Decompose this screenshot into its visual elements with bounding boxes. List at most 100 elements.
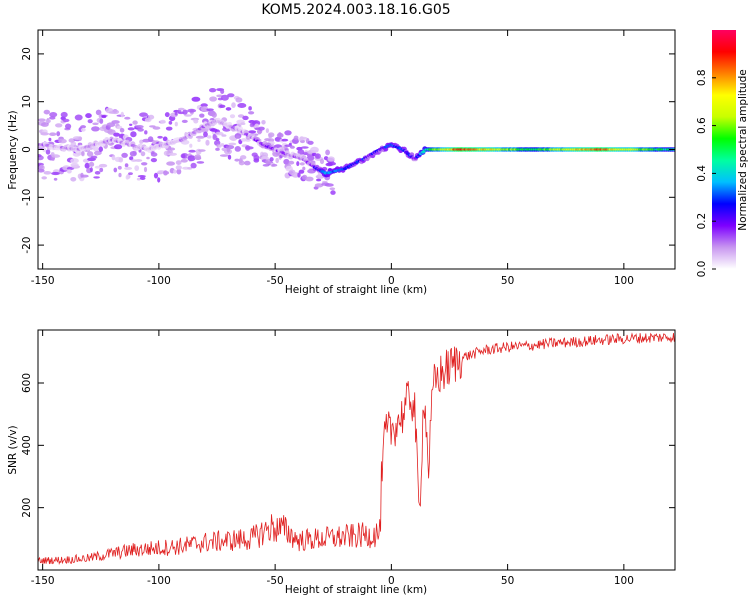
- spectrogram-cell: [182, 109, 188, 115]
- spectrogram-cell: [219, 104, 226, 109]
- spectrogram-cell: [175, 160, 182, 166]
- x-tick-label: 100: [614, 575, 634, 587]
- spectrogram-cell: [244, 160, 251, 166]
- snr-series-line: [38, 332, 675, 566]
- spectrogram-cell: [45, 149, 51, 155]
- spectrogram-cell: [180, 159, 188, 163]
- spectrogram-cell: [235, 135, 240, 139]
- snr-frame: [37, 329, 676, 571]
- spectrogram-cell: [189, 143, 193, 148]
- spectrogram-cell: [94, 151, 99, 156]
- spectrogram-cell: [234, 158, 240, 162]
- spectrogram-cell: [196, 161, 205, 164]
- spectrogram-cell: [215, 138, 220, 141]
- colorbar-tick-label: 0.6: [696, 117, 708, 134]
- spectrogram-cell: [209, 88, 217, 93]
- spectrogram-cell: [118, 172, 122, 178]
- snr-y-label: SNR (v/v): [7, 425, 19, 474]
- spectrogram-x-label: Height of straight line (km): [285, 284, 427, 296]
- spectrogram-y-label: Frequency (Hz): [7, 110, 19, 189]
- x-tick-label: 0: [388, 575, 395, 587]
- spectrogram-cell: [49, 112, 58, 118]
- spectrogram-cell: [106, 122, 116, 127]
- spectrogram-cell: [129, 123, 133, 127]
- spectrogram-cell: [70, 177, 77, 182]
- spectrogram-cell: [281, 138, 289, 142]
- spectrogram-cell: [42, 147, 47, 152]
- spectrogram-cell: [92, 122, 99, 126]
- spectrogram-cell: [225, 145, 235, 150]
- spectrogram-cell: [146, 156, 150, 160]
- spectrogram-cell: [135, 125, 144, 129]
- spectrogram-cell: [62, 118, 70, 123]
- x-tick-label: -50: [267, 575, 284, 587]
- snr-y-ticks: 200 400 600: [21, 373, 675, 518]
- spectrogram-cell: [58, 138, 67, 144]
- spectrogram-cell: [114, 144, 123, 150]
- spectrogram-cell: [219, 154, 229, 157]
- snr-plot-area: [38, 330, 675, 570]
- spectrogram-cell: [80, 174, 89, 178]
- x-tick-label: -150: [31, 275, 55, 287]
- snr-panel: -150 -100 -50 0 50 100 200 400 600 Height of st…: [7, 329, 676, 596]
- y-tick-label: 20: [21, 47, 33, 60]
- spectrogram-cell: [314, 183, 324, 188]
- spectrogram-cell: [89, 167, 93, 173]
- spectrogram-cell: [181, 153, 186, 159]
- y-tick-label: 0: [21, 146, 33, 153]
- x-tick-label: -50: [267, 275, 284, 287]
- spectrogram-cell: [136, 177, 141, 181]
- spectrogram-cell: [235, 97, 243, 103]
- spectrogram-cell: [198, 149, 206, 152]
- spectrogram-cell: [187, 108, 197, 113]
- y-tick-label: 400: [21, 435, 33, 455]
- spectrogram-cell: [128, 172, 133, 176]
- spectrogram-cell: [91, 126, 100, 132]
- spectrogram-cell: [43, 171, 52, 175]
- spectrogram-cell: [276, 132, 284, 138]
- spectrogram-cell: [147, 136, 154, 142]
- spectrogram-cell: [140, 151, 146, 157]
- spectrogram-cell: [300, 146, 309, 149]
- spectrogram-cell: [327, 161, 336, 166]
- spectrogram-cell: [85, 113, 92, 119]
- spectrogram-cell: [129, 156, 134, 161]
- spectrogram-cell: [124, 163, 129, 168]
- spectrogram-cell: [113, 167, 118, 173]
- spectrogram-cell: [225, 107, 232, 111]
- spectrogram-cell: [265, 128, 269, 134]
- spectrogram-cell: [238, 160, 245, 166]
- spectrogram-cell: [302, 166, 306, 171]
- spectrogram-cell: [191, 96, 201, 102]
- y-tick-label: -20: [21, 237, 33, 254]
- spectrogram-cell: [49, 132, 57, 136]
- spectrogram-y-ticks: -20 -10 0 10 20: [21, 47, 675, 254]
- spectrogram-cell: [86, 151, 94, 157]
- x-tick-label: -100: [147, 275, 171, 287]
- spectrogram-cell: [197, 139, 201, 142]
- spectrogram-cell: [296, 161, 300, 167]
- spectrogram-cell: [130, 131, 137, 138]
- spectrogram-cell: [253, 158, 260, 163]
- spectrogram-cell: [215, 147, 220, 151]
- spectrogram-cell: [141, 162, 148, 166]
- spectrogram-cell: [310, 146, 319, 153]
- spectrogram-cell: [111, 155, 116, 161]
- spectrogram-cell: [297, 172, 301, 178]
- spectrogram-cell: [117, 165, 122, 170]
- spectrogram-cell: [231, 102, 236, 108]
- spectrogram-cell: [150, 152, 158, 157]
- spectrogram-cell: [327, 156, 335, 162]
- spectrogram-cell: [237, 114, 245, 118]
- spectrogram-cell: [269, 157, 274, 162]
- spectrogram-cell: [55, 123, 63, 128]
- spectrogram-cell: [258, 126, 265, 131]
- spectrogram-cell: [68, 138, 76, 143]
- spectrogram-cell: [98, 146, 104, 152]
- spectrogram-cell: [166, 161, 176, 166]
- spectrogram-cell: [220, 143, 225, 147]
- spectrogram-cell: [228, 142, 237, 146]
- spectrogram-cell: [316, 178, 322, 182]
